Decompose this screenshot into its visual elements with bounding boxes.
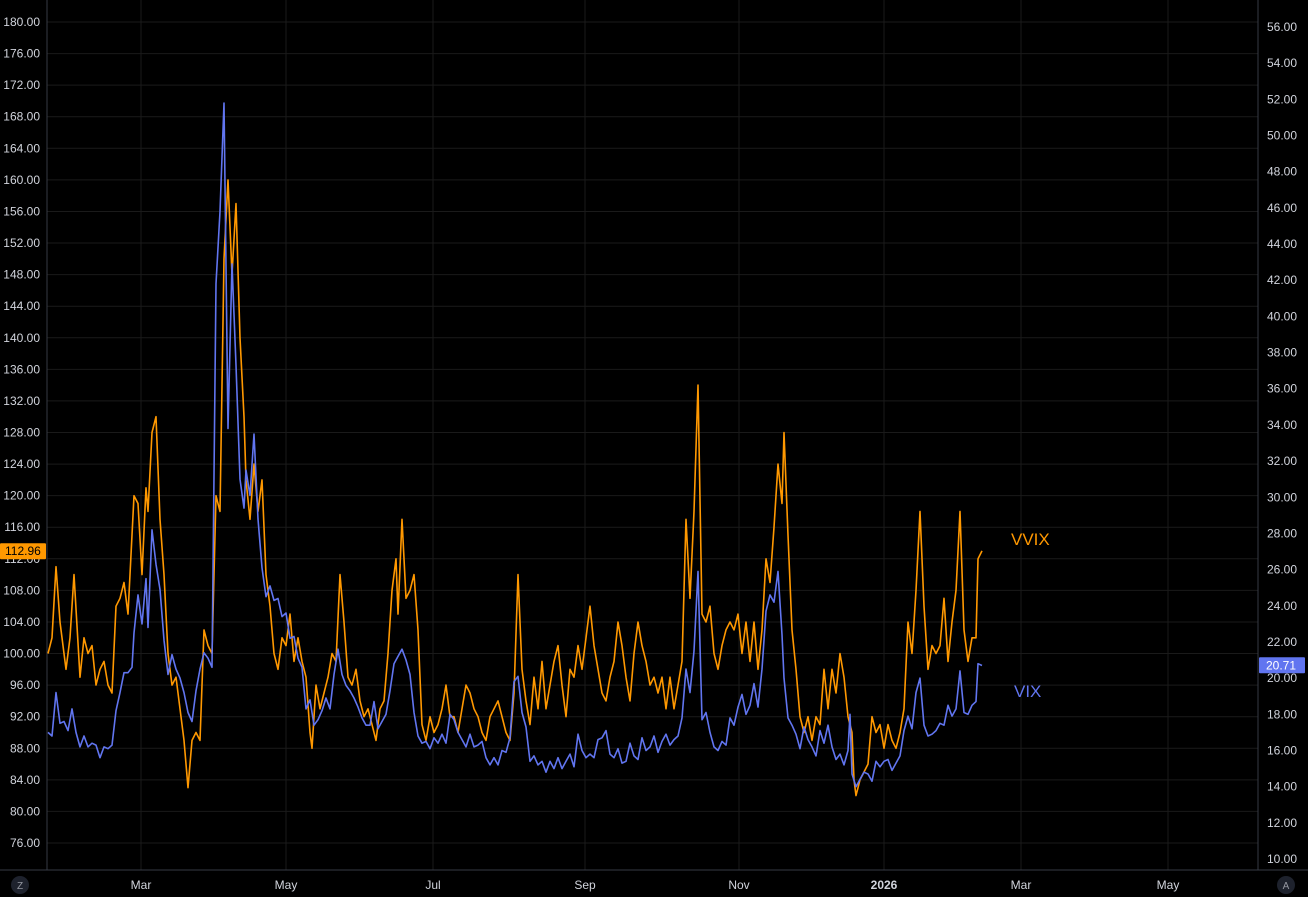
right-tick-label: 52.00: [1267, 92, 1297, 106]
right-tick-label: 34.00: [1267, 418, 1297, 432]
time-tick-label: Jul: [425, 878, 440, 892]
left-tick-label: 104.00: [3, 615, 40, 629]
right-tick-label: 36.00: [1267, 382, 1297, 396]
left-tick-label: 172.00: [3, 78, 40, 92]
left-tick-label: 100.00: [3, 647, 40, 661]
right-tick-label: 56.00: [1267, 20, 1297, 34]
time-tick-label: 2026: [871, 878, 898, 892]
last-value-text: 112.96: [5, 544, 41, 558]
right-tick-label: 32.00: [1267, 454, 1297, 468]
time-tick-label: Mar: [1011, 878, 1032, 892]
right-tick-label: 20.00: [1267, 671, 1297, 685]
right-tick-label: 26.00: [1267, 563, 1297, 577]
right-tick-label: 40.00: [1267, 309, 1297, 323]
time-tick-label: Sep: [574, 878, 596, 892]
left-tick-label: 152.00: [3, 236, 40, 250]
left-tick-label: 120.00: [3, 489, 40, 503]
left-tick-label: 76.00: [10, 836, 40, 850]
right-tick-label: 46.00: [1267, 201, 1297, 215]
left-price-axis[interactable]: 180.00 176.00 172.00 168.00 164.00 160.00 156.…: [0, 0, 48, 870]
series-line-vix[interactable]: [47, 102, 983, 788]
series-line-vvix[interactable]: [47, 179, 983, 797]
left-tick-label: 80.00: [10, 804, 40, 818]
right-tick-label: 18.00: [1267, 707, 1297, 721]
last-value-text: 20.71: [1266, 658, 1296, 672]
right-price-axis[interactable]: 56.00 54.00 52.00 50.00 48.00 46.00 44.00 42.00…: [1257, 0, 1305, 870]
left-tick-label: 168.00: [3, 110, 40, 124]
right-tick-label: 42.00: [1267, 273, 1297, 287]
left-tick-label: 136.00: [3, 362, 40, 376]
right-tick-label: 44.00: [1267, 237, 1297, 251]
last-value-badge-vvix: 112.96: [0, 543, 46, 560]
right-tick-label: 50.00: [1267, 129, 1297, 143]
left-tick-label: 132.00: [3, 394, 40, 408]
series-labels: VVIX VIX: [1011, 530, 1050, 701]
left-tick-label: 140.00: [3, 331, 40, 345]
left-tick-label: 180.00: [3, 15, 40, 29]
right-tick-label: 24.00: [1267, 599, 1297, 613]
corner-button-right[interactable]: A: [1277, 876, 1295, 894]
last-value-badge-vix: 20.71: [1259, 657, 1305, 674]
series-label-vvix: VVIX: [1011, 530, 1050, 549]
left-tick-label: 144.00: [3, 299, 40, 313]
svg-text:A: A: [1283, 881, 1290, 892]
left-tick-label: 156.00: [3, 204, 40, 218]
right-tick-label: 38.00: [1267, 346, 1297, 360]
right-tick-label: 14.00: [1267, 780, 1297, 794]
left-tick-label: 128.00: [3, 426, 40, 440]
left-tick-label: 148.00: [3, 268, 40, 282]
plot-area[interactable]: [47, 102, 983, 797]
grid-lines: [47, 0, 1258, 870]
left-tick-label: 96.00: [10, 678, 40, 692]
time-tick-label: May: [1157, 878, 1180, 892]
right-tick-label: 16.00: [1267, 743, 1297, 757]
time-tick-label: May: [275, 878, 298, 892]
left-tick-label: 108.00: [3, 583, 40, 597]
right-tick-label: 30.00: [1267, 490, 1297, 504]
series-label-vix: VIX: [1014, 682, 1041, 701]
left-tick-label: 88.00: [10, 741, 40, 755]
left-tick-label: 92.00: [10, 710, 40, 724]
time-tick-label: Mar: [131, 878, 152, 892]
left-tick-label: 160.00: [3, 173, 40, 187]
right-tick-label: 54.00: [1267, 56, 1297, 70]
time-tick-label: Nov: [728, 878, 749, 892]
svg-text:Z: Z: [17, 881, 23, 892]
left-tick-label: 164.00: [3, 141, 40, 155]
left-tick-label: 84.00: [10, 773, 40, 787]
time-axis[interactable]: Mar May Jul Sep Nov 2026 Mar May: [0, 869, 1308, 892]
corner-button-left[interactable]: Z: [11, 876, 29, 894]
right-tick-label: 48.00: [1267, 165, 1297, 179]
left-tick-label: 176.00: [3, 47, 40, 61]
right-tick-label: 10.00: [1267, 852, 1297, 866]
left-tick-label: 124.00: [3, 457, 40, 471]
right-tick-label: 28.00: [1267, 526, 1297, 540]
left-tick-label: 116.00: [4, 520, 40, 534]
right-tick-label: 22.00: [1267, 635, 1297, 649]
right-tick-label: 12.00: [1267, 816, 1297, 830]
